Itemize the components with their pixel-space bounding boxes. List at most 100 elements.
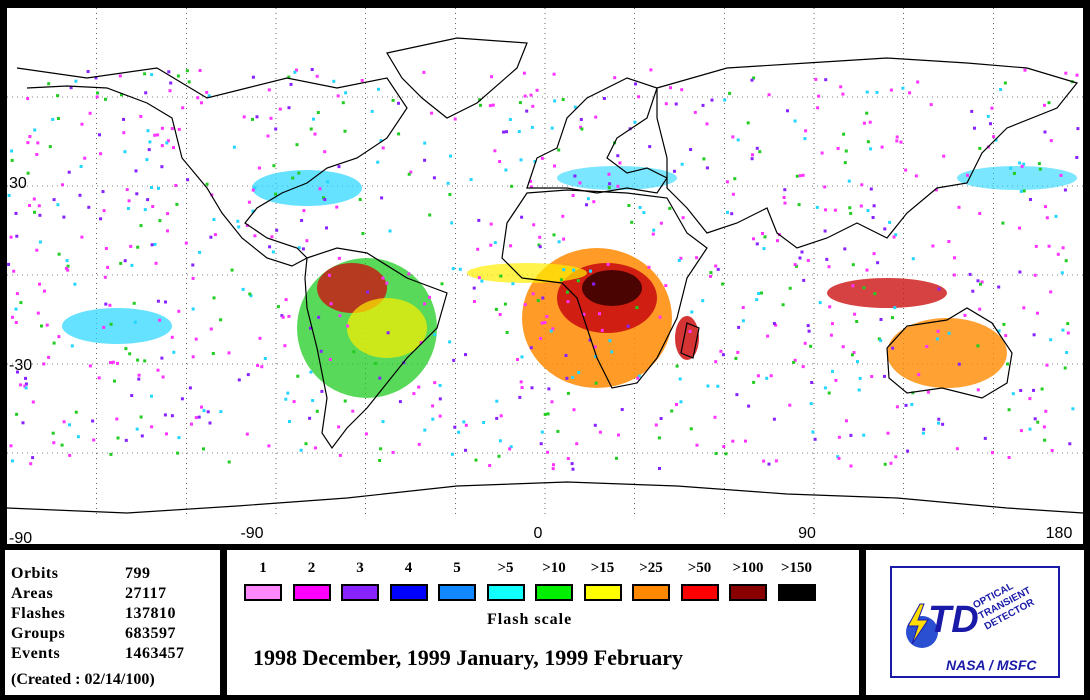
flash-point xyxy=(419,341,423,345)
flash-point xyxy=(24,382,28,386)
flash-point xyxy=(783,201,787,205)
flash-point xyxy=(968,272,972,276)
flash-point xyxy=(329,302,333,306)
flash-point xyxy=(825,257,829,261)
flash-point xyxy=(502,130,506,134)
flash-point xyxy=(477,276,481,280)
flash-point xyxy=(566,391,570,395)
flash-point xyxy=(690,310,694,314)
flash-point xyxy=(241,287,245,291)
flash-point xyxy=(317,315,321,319)
flash-point xyxy=(33,210,36,214)
flash-point xyxy=(66,268,70,272)
legend-swatch xyxy=(777,584,816,601)
flash-point xyxy=(386,331,390,335)
flash-point xyxy=(88,111,92,115)
flash-point xyxy=(122,131,126,135)
flash-point xyxy=(504,168,508,172)
flash-point xyxy=(136,358,140,362)
flash-point xyxy=(450,221,454,225)
flash-point xyxy=(837,435,841,439)
flash-point xyxy=(957,205,961,209)
flash-point xyxy=(118,74,122,78)
flash-point xyxy=(127,199,131,203)
flash-point xyxy=(670,409,674,413)
flash-point xyxy=(648,145,652,149)
flash-point xyxy=(146,198,150,202)
flash-point xyxy=(763,235,767,239)
flash-point xyxy=(578,181,582,185)
flash-point xyxy=(102,209,106,213)
flash-point xyxy=(24,376,27,380)
flash-point xyxy=(1075,73,1079,77)
flash-point xyxy=(428,295,431,299)
flash-point xyxy=(385,281,389,285)
flash-point xyxy=(531,104,535,108)
flash-point xyxy=(36,141,40,145)
flash-point xyxy=(130,394,134,397)
flash-point xyxy=(540,430,544,434)
flash-point xyxy=(67,170,71,174)
flash-point xyxy=(675,403,678,406)
flash-point xyxy=(14,321,18,324)
flash-point xyxy=(150,73,154,77)
flash-point xyxy=(106,265,110,269)
flash-point xyxy=(448,193,452,196)
flash-point xyxy=(889,461,893,465)
flash-point xyxy=(1050,449,1054,452)
flash-point xyxy=(165,432,168,436)
flash-point xyxy=(175,202,179,206)
flash-point xyxy=(546,412,550,416)
flash-point xyxy=(26,141,30,145)
flash-point xyxy=(278,107,282,111)
stat-label: Flashes xyxy=(11,605,66,622)
flash-point xyxy=(733,177,737,181)
flash-point xyxy=(937,287,941,291)
flash-point xyxy=(438,414,442,418)
flash-point xyxy=(678,377,682,381)
flash-point xyxy=(741,319,745,323)
flash-point xyxy=(52,198,56,202)
flash-point xyxy=(803,341,807,345)
flash-point xyxy=(550,126,554,130)
flash-point xyxy=(579,125,583,129)
flash-point xyxy=(589,269,592,273)
flash-point xyxy=(477,218,481,222)
flash-point xyxy=(723,98,727,102)
flash-point xyxy=(190,422,193,426)
flash-point xyxy=(540,156,544,160)
flash-point xyxy=(674,102,678,106)
flash-point xyxy=(158,318,162,322)
flash-point xyxy=(1063,366,1067,370)
flash-point xyxy=(351,409,355,413)
flash-point xyxy=(87,205,91,209)
flash-point xyxy=(202,447,205,451)
flash-point xyxy=(57,335,61,339)
flash-point xyxy=(287,106,291,110)
flash-point xyxy=(1019,389,1023,392)
flash-point xyxy=(1034,244,1038,248)
flash-point xyxy=(755,146,759,150)
flash-point xyxy=(916,80,920,84)
flash-point xyxy=(695,443,699,447)
flash-point xyxy=(755,242,759,246)
legend-label: 3 xyxy=(356,560,364,576)
flash-point xyxy=(68,453,72,457)
flash-point xyxy=(38,213,42,217)
flash-point xyxy=(530,386,534,390)
flash-point xyxy=(1020,164,1024,168)
flash-point xyxy=(61,183,64,187)
flash-point xyxy=(714,360,718,364)
flash-point xyxy=(607,186,611,190)
flash-point xyxy=(728,91,732,95)
flash-point xyxy=(857,388,861,392)
flash-point xyxy=(26,97,30,101)
flash-point xyxy=(617,433,620,437)
flash-point xyxy=(891,346,895,350)
flash-point xyxy=(66,264,70,268)
flash-point xyxy=(757,292,761,295)
flash-point xyxy=(52,441,56,445)
lightning-map: -90 0 90 180 30 -30 -90 xyxy=(7,8,1083,544)
flash-point xyxy=(1007,456,1011,459)
flash-point xyxy=(1023,68,1027,72)
